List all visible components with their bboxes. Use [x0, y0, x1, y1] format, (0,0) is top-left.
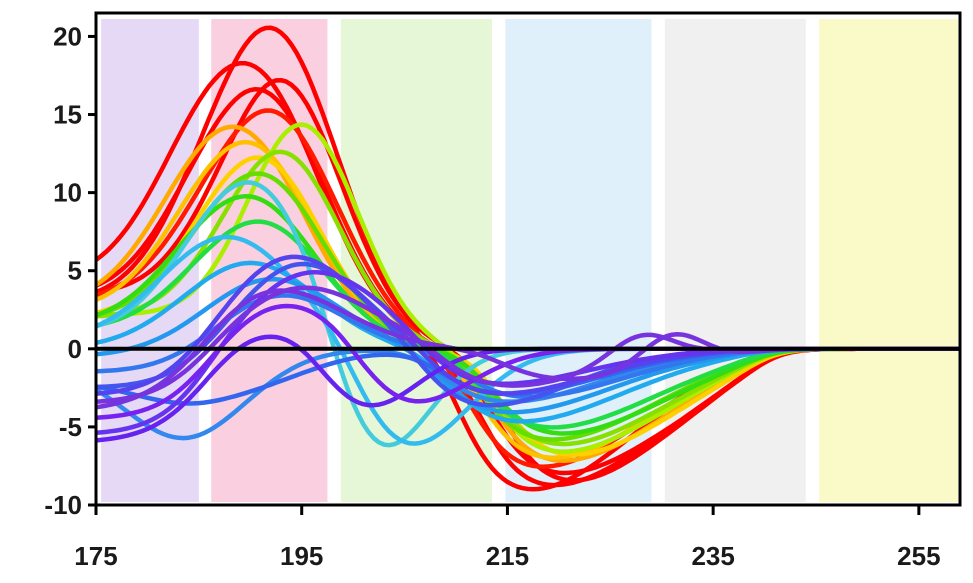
y-tick-label: -5 [59, 412, 82, 442]
band-6 [819, 19, 958, 502]
y-tick-label: 10 [53, 178, 82, 208]
x-tick-label: 175 [74, 541, 117, 571]
y-tick-label: 20 [53, 21, 82, 51]
spectral-bands [101, 19, 958, 502]
x-axis-ticks: 175 195 215 235 255 [74, 505, 941, 571]
x-tick-label: 235 [691, 541, 734, 571]
x-tick-label: 255 [897, 541, 940, 571]
y-axis-ticks: 20 15 10 5 0 -5 -10 [44, 21, 96, 520]
y-tick-label: 0 [68, 334, 82, 364]
x-tick-label: 215 [486, 541, 529, 571]
y-tick-label: -10 [44, 490, 82, 520]
y-tick-label: 15 [53, 100, 82, 130]
plot-frame [94, 11, 962, 507]
x-tick-label: 195 [280, 541, 323, 571]
band-5 [664, 19, 806, 502]
y-tick-label: 5 [68, 256, 82, 286]
